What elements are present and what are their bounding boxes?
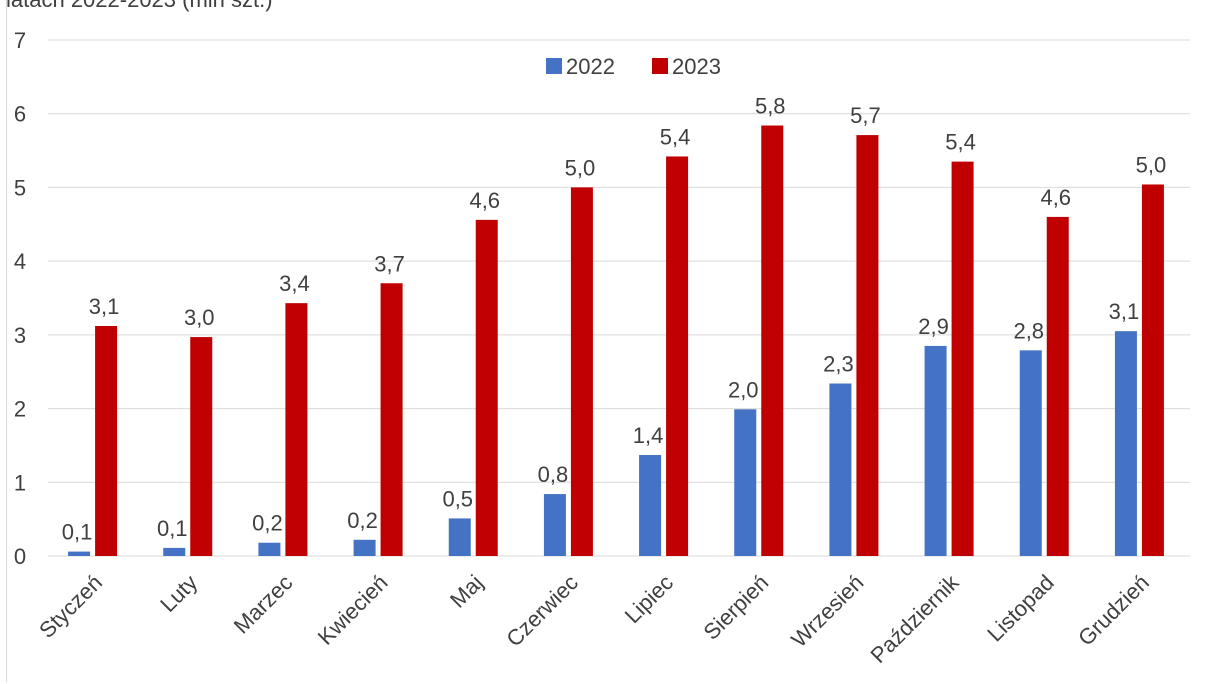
bar-2023: [1046, 216, 1069, 556]
x-tick-label: Listopad: [982, 570, 1059, 647]
x-tick-label: Wrzesień: [786, 570, 868, 652]
bar-2023: [95, 326, 118, 556]
bar-2022: [543, 494, 566, 556]
legend-label-2022: 2022: [566, 54, 615, 79]
bar-2022: [734, 409, 757, 556]
data-label-2023: 4,6: [469, 188, 500, 213]
data-label-2023: 5,0: [565, 155, 596, 180]
x-tick-label: Styczeń: [34, 570, 107, 643]
data-label-2022: 2,8: [1013, 318, 1044, 343]
data-label-2023: 5,4: [660, 124, 691, 149]
bar-2022: [924, 345, 947, 556]
bar-2023: [285, 303, 308, 556]
y-tick-label: 3: [14, 323, 26, 348]
bar-2022: [639, 455, 662, 556]
data-label-2023: 5,7: [850, 103, 881, 128]
bar-2022: [1019, 350, 1042, 556]
bar-2022: [163, 547, 186, 556]
bar-2023: [475, 219, 498, 556]
y-tick-label: 0: [14, 544, 26, 569]
x-tick-label: Październik: [866, 569, 965, 668]
legend-swatch-2022: [546, 58, 562, 74]
data-label-2022: 0,2: [252, 511, 283, 536]
x-tick-label: Lipiec: [620, 570, 678, 628]
x-tick-label: Marzec: [229, 570, 298, 639]
y-tick-label: 2: [14, 397, 26, 422]
data-label-2023: 3,0: [184, 305, 215, 330]
data-label-2023: 5,8: [755, 94, 786, 119]
x-tick-label: Luty: [155, 570, 202, 617]
bar-2023: [570, 187, 593, 556]
data-label-2022: 0,1: [157, 516, 188, 541]
data-label-2022: 1,4: [633, 423, 664, 448]
bar-2022: [448, 518, 471, 556]
legend-swatch-2023: [652, 58, 668, 74]
data-label-2022: 0,5: [442, 486, 473, 511]
bar-2023: [951, 161, 974, 556]
data-label-2022: 0,1: [62, 520, 93, 545]
y-tick-label: 7: [14, 28, 26, 53]
chart-title: latach 2022-2023 (mln szt.): [6, 0, 273, 13]
bar-2023: [190, 337, 213, 556]
y-tick-label: 6: [14, 102, 26, 127]
bar-2023: [761, 125, 784, 556]
data-label-2022: 3,1: [1109, 299, 1140, 324]
y-tick-label: 4: [14, 249, 26, 274]
data-label-2023: 3,4: [279, 271, 310, 296]
x-tick-label: Sierpień: [699, 570, 774, 645]
legend-label-2023: 2023: [672, 54, 721, 79]
y-tick-label: 5: [14, 175, 26, 200]
x-tick-label: Czerwiec: [501, 570, 583, 652]
data-label-2023: 5,0: [1136, 152, 1167, 177]
bar-2022: [353, 539, 376, 556]
bar-2022: [68, 551, 91, 556]
data-label-2022: 2,0: [728, 377, 759, 402]
bar-2022: [1114, 331, 1137, 556]
x-tick-label: Maj: [445, 570, 488, 613]
data-label-2023: 3,1: [89, 294, 120, 319]
bar-2022: [829, 383, 852, 556]
x-tick-label: Grudzień: [1073, 570, 1154, 651]
data-label-2022: 2,3: [823, 352, 854, 377]
bar-2023: [666, 156, 689, 556]
bar-2023: [380, 283, 403, 556]
chart-frame: [6, 0, 1204, 682]
data-label-2023: 3,7: [374, 251, 405, 276]
data-label-2022: 0,8: [538, 462, 569, 487]
x-tick-label: Kwiecień: [313, 570, 393, 650]
bar-2022: [258, 542, 281, 556]
data-label-2022: 0,2: [347, 508, 378, 533]
bar-2023: [1141, 184, 1164, 557]
data-label-2022: 2,9: [918, 314, 949, 339]
y-tick-label: 1: [14, 470, 26, 495]
bar-2023: [856, 135, 879, 556]
data-label-2023: 4,6: [1040, 185, 1071, 210]
data-label-2023: 5,4: [945, 130, 976, 155]
